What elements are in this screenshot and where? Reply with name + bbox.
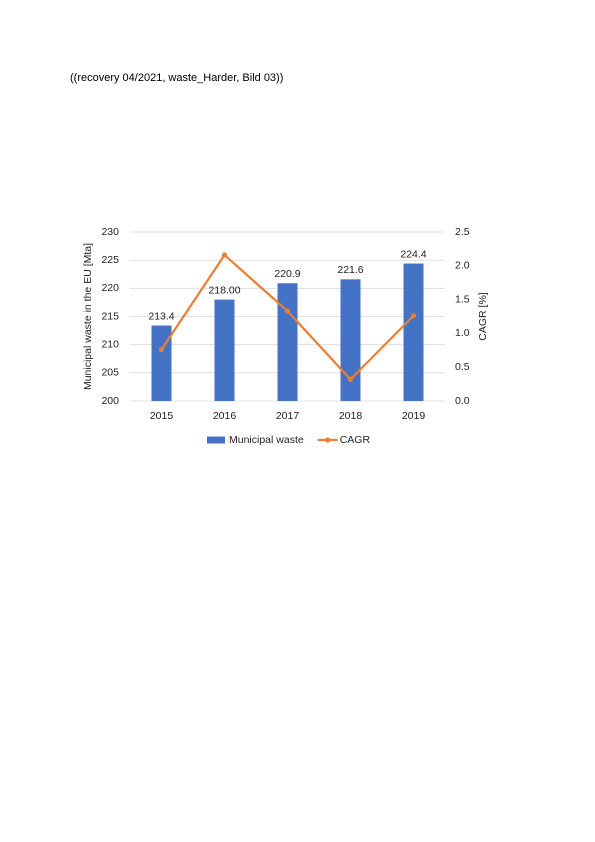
legend-swatch bbox=[325, 437, 331, 443]
point bbox=[221, 252, 228, 258]
data-label: 224.4 bbox=[400, 248, 426, 260]
y-tick-label: 220 bbox=[101, 282, 119, 294]
data-label: 218.00 bbox=[208, 284, 240, 296]
y2-tick-label: 0.0 bbox=[455, 395, 470, 407]
bar bbox=[277, 283, 298, 401]
bar bbox=[151, 325, 172, 401]
caption: ((recovery 04/2021, waste_Harder, Bild 0… bbox=[70, 72, 283, 84]
bar bbox=[214, 299, 235, 401]
data-label: 221.6 bbox=[337, 264, 363, 276]
y2-tick-label: 1.0 bbox=[455, 327, 470, 339]
y-tick-label: 210 bbox=[101, 338, 119, 350]
point bbox=[347, 376, 354, 382]
y2-tick-label: 2.5 bbox=[455, 226, 470, 238]
y-tick-label: 230 bbox=[101, 226, 119, 238]
y2-tick-label: 0.5 bbox=[455, 361, 470, 373]
point bbox=[410, 313, 417, 319]
legend-label: Municipal waste bbox=[229, 434, 304, 446]
bar bbox=[403, 263, 424, 401]
legend-swatch bbox=[207, 436, 225, 444]
legend-label: CAGR bbox=[340, 434, 371, 446]
x-tick-label: 2015 bbox=[150, 410, 174, 422]
point bbox=[158, 347, 165, 353]
y2-tick-label: 2.0 bbox=[455, 260, 470, 272]
y-axis-title: Municipal waste in the EU [Mta] bbox=[82, 243, 94, 390]
y2-tick-label: 1.5 bbox=[455, 293, 470, 305]
x-tick-label: 2018 bbox=[339, 410, 363, 422]
x-tick-label: 2016 bbox=[213, 410, 237, 422]
y-tick-label: 215 bbox=[101, 310, 119, 322]
bar bbox=[340, 279, 361, 401]
data-label: 220.9 bbox=[274, 268, 300, 280]
data-label: 213.4 bbox=[148, 310, 174, 322]
point bbox=[284, 308, 291, 314]
y2-axis-title: CAGR [%] bbox=[477, 292, 489, 341]
y-tick-label: 200 bbox=[101, 395, 119, 407]
x-tick-label: 2017 bbox=[276, 410, 300, 422]
x-tick-label: 2019 bbox=[402, 410, 426, 422]
y-tick-label: 205 bbox=[101, 367, 119, 379]
y-tick-label: 225 bbox=[101, 254, 119, 266]
